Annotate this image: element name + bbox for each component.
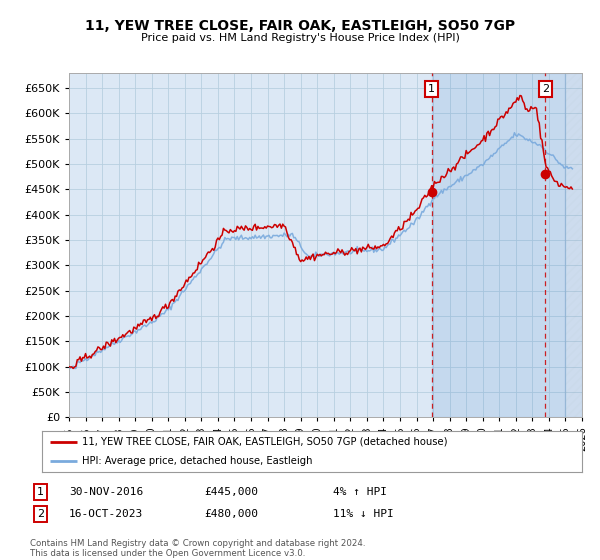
Text: 11% ↓ HPI: 11% ↓ HPI bbox=[333, 509, 394, 519]
Text: £480,000: £480,000 bbox=[204, 509, 258, 519]
Text: Price paid vs. HM Land Registry's House Price Index (HPI): Price paid vs. HM Land Registry's House … bbox=[140, 33, 460, 43]
Text: 30-NOV-2016: 30-NOV-2016 bbox=[69, 487, 143, 497]
Text: Contains HM Land Registry data © Crown copyright and database right 2024.: Contains HM Land Registry data © Crown c… bbox=[30, 539, 365, 548]
Bar bbox=[432, 73, 565, 417]
Text: 1: 1 bbox=[428, 84, 435, 94]
Text: 4% ↑ HPI: 4% ↑ HPI bbox=[333, 487, 387, 497]
Bar bbox=[565, 73, 582, 417]
Bar bbox=[565, 73, 582, 417]
Text: 16-OCT-2023: 16-OCT-2023 bbox=[69, 509, 143, 519]
Text: 2: 2 bbox=[37, 509, 44, 519]
Text: 11, YEW TREE CLOSE, FAIR OAK, EASTLEIGH, SO50 7GP (detached house): 11, YEW TREE CLOSE, FAIR OAK, EASTLEIGH,… bbox=[83, 437, 448, 447]
Bar bbox=[432, 73, 565, 417]
Text: 1: 1 bbox=[37, 487, 44, 497]
Text: HPI: Average price, detached house, Eastleigh: HPI: Average price, detached house, East… bbox=[83, 456, 313, 466]
Text: 11, YEW TREE CLOSE, FAIR OAK, EASTLEIGH, SO50 7GP: 11, YEW TREE CLOSE, FAIR OAK, EASTLEIGH,… bbox=[85, 20, 515, 34]
Text: £445,000: £445,000 bbox=[204, 487, 258, 497]
Text: This data is licensed under the Open Government Licence v3.0.: This data is licensed under the Open Gov… bbox=[30, 549, 305, 558]
Text: 2: 2 bbox=[542, 84, 549, 94]
